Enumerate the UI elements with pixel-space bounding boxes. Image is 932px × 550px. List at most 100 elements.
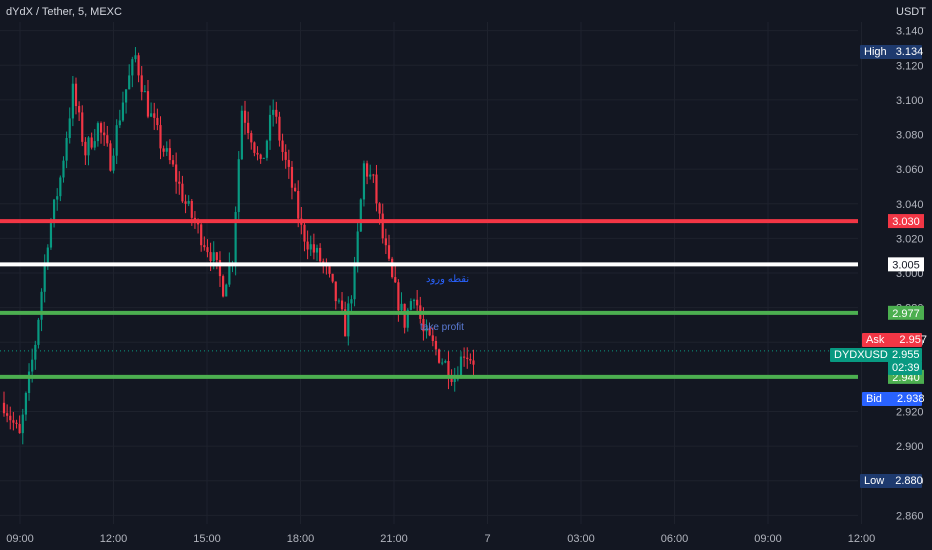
x-tick-label: 09:00 <box>754 533 782 545</box>
last-price-symbol-tag: DYDXUSDT <box>830 348 899 362</box>
candle-body <box>222 276 225 297</box>
candle-body <box>65 137 68 161</box>
candle-body <box>306 241 309 250</box>
candle-body <box>412 299 416 302</box>
candle-body <box>350 299 353 304</box>
candle-body <box>168 148 171 161</box>
candle-body <box>403 303 406 328</box>
candle-body <box>52 199 56 224</box>
candle-body <box>153 113 156 118</box>
candle-body <box>422 318 425 332</box>
candle-body <box>319 247 322 262</box>
candle-body <box>68 118 71 138</box>
candle-body <box>250 133 253 143</box>
candle-body <box>131 59 134 76</box>
x-tick-label: 06:00 <box>661 533 689 545</box>
candle-body <box>206 247 209 253</box>
candle-body <box>34 344 37 360</box>
candle-body <box>225 284 228 297</box>
candle-body <box>425 328 428 332</box>
candle-body <box>394 277 397 283</box>
candle-body <box>175 164 178 182</box>
candle-body <box>190 200 193 218</box>
y-tick-label: 2.860 <box>896 510 924 522</box>
candle-body <box>237 159 240 212</box>
candle-body <box>74 83 78 107</box>
candle-body <box>459 356 463 379</box>
candle-body <box>9 415 12 421</box>
candle-body <box>312 244 315 253</box>
candle-body <box>243 110 247 123</box>
candle-body <box>184 201 187 204</box>
candle-body <box>284 151 287 160</box>
level-tag-label: 3.030 <box>892 216 920 228</box>
candle-body <box>447 360 450 379</box>
candle-body <box>181 183 184 202</box>
candle-body <box>109 143 112 171</box>
candle-body <box>381 213 384 239</box>
y-tick-label: 3.080 <box>896 130 924 142</box>
last-price-tag: 2.955 <box>888 348 922 362</box>
candle-body <box>49 223 53 248</box>
candle-body <box>441 362 444 364</box>
y-tick-label: 3.100 <box>896 95 924 107</box>
candle-body <box>121 102 125 121</box>
candle-body <box>365 163 369 177</box>
candle-body <box>71 83 74 119</box>
candle-body <box>347 303 350 337</box>
candle-body <box>340 300 344 310</box>
candle-body <box>112 155 115 171</box>
candle-body <box>453 378 456 382</box>
candle-body <box>375 174 378 204</box>
candle-body <box>309 244 312 250</box>
x-tick-label: 7 <box>484 533 490 545</box>
y-tick-label: 3.020 <box>896 233 924 245</box>
candle-body <box>290 166 294 188</box>
level-tag-label: 3.005 <box>892 259 920 271</box>
candle-body <box>93 141 96 148</box>
candle-body <box>287 159 290 167</box>
candle-body <box>56 196 59 200</box>
candle-body <box>253 142 256 153</box>
candle-body <box>275 109 278 117</box>
symbol-title: dYdX / Tether, 5, MEXC <box>6 6 122 18</box>
y-tick-label: 2.900 <box>896 441 924 453</box>
last-symbol-label: DYDXUSDT <box>834 349 895 361</box>
candle-body <box>103 132 106 136</box>
candle-body <box>150 113 153 117</box>
candle-body <box>12 420 15 423</box>
y-tick-label: 3.040 <box>896 199 924 211</box>
y-tick-label: 3.120 <box>896 60 924 72</box>
candle-body <box>444 360 447 363</box>
bid-value: 2.938 <box>896 393 925 405</box>
candle-body <box>265 140 269 158</box>
y-tick-label: 3.060 <box>896 164 924 176</box>
take-profit-annotation: take profit <box>420 322 464 333</box>
x-tick-label: 15:00 <box>193 533 221 545</box>
candle-body <box>200 224 203 246</box>
candle-body <box>40 291 43 320</box>
candle-body <box>165 148 168 152</box>
candle-body <box>118 120 121 126</box>
candle-body <box>416 299 419 306</box>
candle-body <box>409 301 412 310</box>
candle-body <box>315 247 319 253</box>
candle-body <box>124 89 128 103</box>
level-tag-bg <box>888 305 924 320</box>
candle-body <box>228 263 231 285</box>
candle-body <box>356 231 359 264</box>
candle-body <box>463 356 466 358</box>
candle-body <box>143 91 146 93</box>
candle-body <box>87 137 90 156</box>
candle-body <box>450 378 453 382</box>
candle-body <box>96 123 99 142</box>
candle-body <box>384 238 387 246</box>
candle-body <box>37 319 40 345</box>
candle-body <box>15 422 18 424</box>
candle-body <box>262 157 265 159</box>
candle-body <box>134 55 137 60</box>
candle-body <box>437 349 441 363</box>
x-tick-label: 12:00 <box>100 533 128 545</box>
candle-body <box>344 309 347 337</box>
candle-body <box>472 360 475 365</box>
